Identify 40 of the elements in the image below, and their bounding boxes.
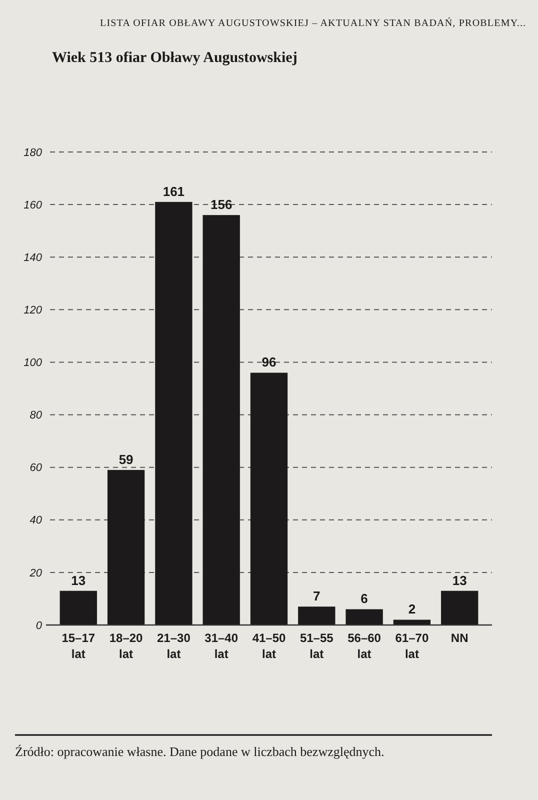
data-label: 96 <box>262 354 276 370</box>
x-tick-label: 15–17 lat <box>62 631 96 661</box>
bar <box>250 372 288 625</box>
y-tick-label: 140 <box>24 252 43 264</box>
y-tick-label: 60 <box>30 462 43 474</box>
x-tick-label: 41–50 lat <box>252 631 286 661</box>
bar <box>393 620 431 625</box>
bar <box>298 606 336 625</box>
y-tick-label: 0 <box>36 620 43 632</box>
text: LISTA OFIAR OBŁAWY AUGUSTOWSKIEJ – AKTUALNY STAN BADAŃ, PROBLEMY... <box>100 17 526 29</box>
bar <box>107 470 145 625</box>
x-tick-label: 31–40 lat <box>204 631 238 661</box>
data-label: 13 <box>71 572 86 588</box>
y-tick-label: 100 <box>24 357 43 370</box>
y-tick-label: 180 <box>24 146 43 159</box>
y-tick-label: 120 <box>24 304 43 317</box>
bar <box>202 215 240 625</box>
x-tick-label: NN <box>450 631 468 645</box>
y-tick-label: 20 <box>28 567 43 580</box>
x-tick-label: 51–55 lat <box>300 631 334 661</box>
data-label: 13 <box>452 572 467 588</box>
chart-title: Wiek 513 ofiar Obławy Augustowskiej <box>52 50 298 66</box>
data-label: 161 <box>162 184 185 199</box>
text: Źródło: opracowanie własne. Dane podane w liczbach bezwzględnych. <box>15 744 384 759</box>
x-tick-label: 61–70 lat <box>395 631 429 661</box>
data-label: 59 <box>118 452 134 467</box>
x-tick-label: 21–30 lat <box>157 631 191 661</box>
bar <box>346 609 383 625</box>
y-tick-label: 40 <box>30 514 43 527</box>
x-tick-label: 56–60 lat <box>348 631 382 661</box>
x-tick-label: 18–20 lat <box>109 631 144 661</box>
data-label: 156 <box>210 197 232 212</box>
data-label: 6 <box>360 591 368 606</box>
data-label: 2 <box>408 602 416 617</box>
bar <box>441 590 478 625</box>
data-label: 7 <box>313 588 320 604</box>
bar <box>60 590 97 625</box>
y-tick-label: 80 <box>30 410 43 422</box>
bar <box>155 202 192 625</box>
y-tick-label: 160 <box>24 199 43 212</box>
